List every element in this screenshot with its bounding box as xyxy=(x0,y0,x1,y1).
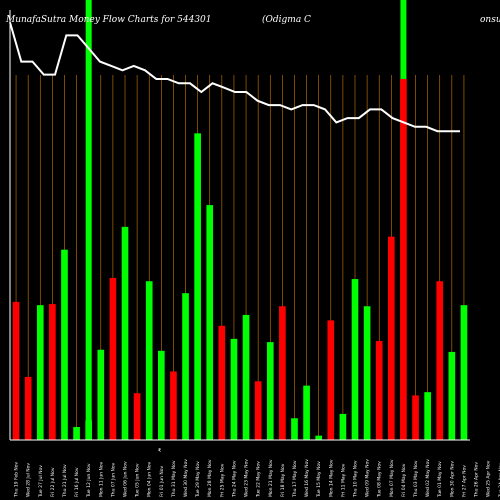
x-tick-label: Mon 11 Jun Nov xyxy=(98,461,104,497)
chart-title: MunafaSutra Money Flow Charts for 544301 xyxy=(5,15,212,25)
x-tick-label: Wed 25 Apr Nov xyxy=(486,460,492,497)
bar xyxy=(266,342,274,440)
chart-title-overflow: onsu xyxy=(480,15,500,25)
highlight-column xyxy=(85,0,92,440)
bar-series xyxy=(12,78,468,440)
money-flow-line xyxy=(9,22,460,133)
x-tick-label: Thu 26 Apr Nov xyxy=(474,462,480,498)
bar xyxy=(121,226,129,440)
x-tick-label: Wed 23 May Nov xyxy=(244,459,250,497)
x-tick-label: Mon 07 May Nov xyxy=(389,459,395,497)
x-tick-label: Fri 27 Apr Nov xyxy=(461,465,467,497)
x-tick-label: Tue 27 Jul Nov xyxy=(38,465,44,498)
bar xyxy=(97,349,105,440)
x-tick-label: Thu 07 Jun Nov xyxy=(110,462,116,498)
bar xyxy=(170,371,177,440)
x-tick-label: Fri 04 May Nov xyxy=(401,463,407,497)
bar xyxy=(218,325,226,440)
bar xyxy=(424,392,431,440)
bar xyxy=(182,293,189,440)
x-tick-label: Tue 08 May Nov xyxy=(377,461,383,498)
bar xyxy=(412,395,419,440)
bar xyxy=(400,78,407,440)
x-tick-label: Tue 22 May Nov xyxy=(256,461,262,498)
x-tick-label: Thu 24 May Nov xyxy=(231,460,237,498)
bar xyxy=(61,249,68,440)
x-tick-label: Mon 28 May Nov xyxy=(207,459,213,497)
x-tick-label: Thu 19 Feb Nov xyxy=(14,461,20,498)
x-tick-label: Mon 14 May Nov xyxy=(328,459,334,497)
x-tick-label: Wed 16 May Nov xyxy=(304,459,310,497)
x-tick-label: Fri 22 Jul Nov xyxy=(50,467,56,497)
bar xyxy=(194,133,201,440)
x-tick-label: Tue 29 May Nov xyxy=(195,461,201,498)
bar xyxy=(85,420,93,440)
x-tick-label: Fri 18 May Nov xyxy=(280,463,286,497)
bar xyxy=(254,381,262,440)
bar xyxy=(73,426,80,440)
bar xyxy=(49,304,56,440)
x-tick-label: Mon 04 Jun Nov xyxy=(147,461,153,497)
x-tick-label: Tue 24 Apr Nov xyxy=(498,462,500,498)
x-tick-label: Tue 01 May Nov xyxy=(437,461,443,498)
x-tick-label: Mon 30 Apr Nov xyxy=(449,461,455,497)
bar xyxy=(339,413,347,440)
x-tick-label: Mon 21 May Nov xyxy=(268,459,274,497)
x-tick-label: Wed 30 May Nov xyxy=(183,459,189,497)
x-tick-label: Thu 31 May Nov xyxy=(171,460,177,498)
bar xyxy=(291,418,298,440)
x-tick-label: Wed 28 Jul Nov xyxy=(26,463,32,497)
bar xyxy=(230,338,238,440)
x-tick-label: Fri 16 Jul Nov xyxy=(74,467,80,497)
bar xyxy=(242,314,250,440)
x-tick-label: Thu 21 Jul Nov xyxy=(62,464,68,498)
bar xyxy=(24,376,32,440)
x-tick-label: Fri 11 May Nov xyxy=(340,463,346,497)
bar xyxy=(387,236,395,440)
bar xyxy=(279,306,286,440)
x-tick-label: Thu 03 May Nov xyxy=(413,460,419,498)
x-tick-label: Wed 02 May Nov xyxy=(425,459,431,497)
x-tick-label: Tue 05 Jun Nov xyxy=(135,463,141,498)
x-tick-label: Fri 01 Jun Nov xyxy=(159,465,165,497)
bar xyxy=(327,320,335,440)
bar xyxy=(436,281,444,440)
x-tick-label: Wed 06 Jun Nov xyxy=(123,461,129,497)
bar xyxy=(460,305,468,440)
bar xyxy=(145,281,153,440)
bar xyxy=(351,279,359,440)
x-tick-label: Fri 25 May Nov xyxy=(219,463,225,497)
chart-title-company: (Odigma C xyxy=(262,14,311,25)
bar xyxy=(206,205,214,440)
x-tick-label: Tue 12 Jun Nov xyxy=(86,463,92,498)
bar xyxy=(448,351,456,440)
x-tick-label: Thu 10 May Nov xyxy=(353,460,359,498)
bar xyxy=(133,393,141,440)
currency-marker: ₹ xyxy=(158,448,161,454)
x-tick-labels: Thu 19 Feb Nov Wed 28 Jul Nov Tue 27 Jul N… xyxy=(14,459,500,498)
bar xyxy=(36,305,44,440)
bar xyxy=(303,385,310,440)
bar xyxy=(157,350,165,440)
bar xyxy=(375,341,383,440)
x-tick-label: Thu 17 May Nov xyxy=(292,460,298,498)
x-tick-label: Wed 09 May Nov xyxy=(365,459,371,497)
bar xyxy=(12,301,20,440)
x-tick-label: Tue 15 May Nov xyxy=(316,461,322,498)
bar xyxy=(109,277,117,440)
bar xyxy=(363,306,371,440)
bar xyxy=(315,435,323,440)
